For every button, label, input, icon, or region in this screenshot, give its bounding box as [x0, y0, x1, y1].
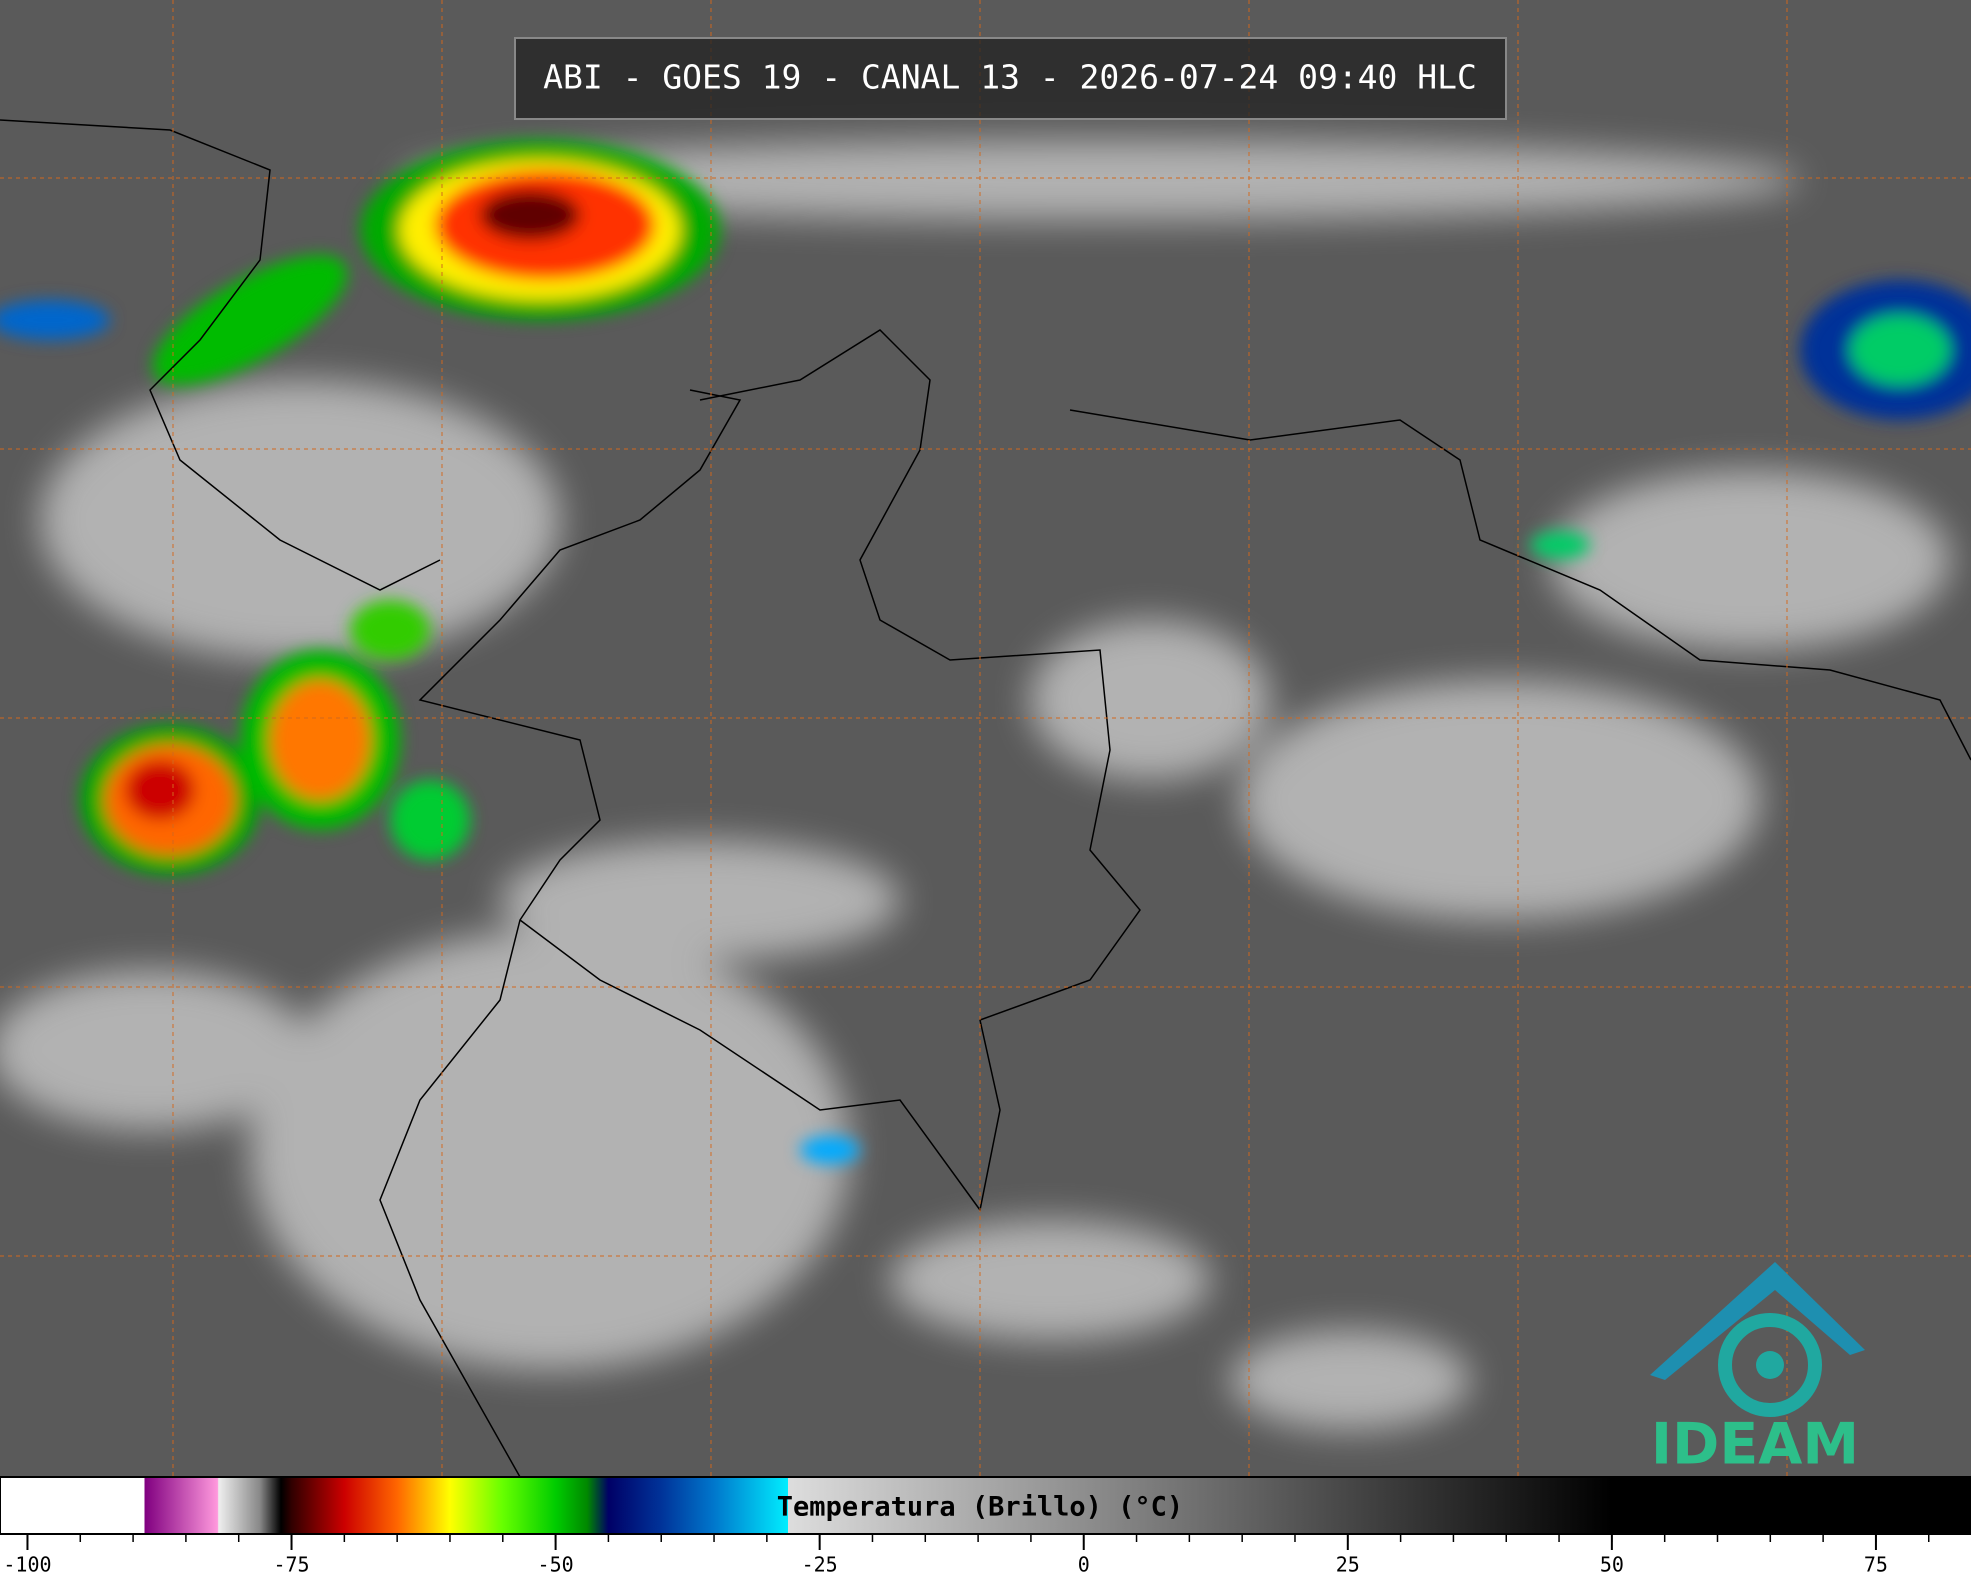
coastline — [379, 389, 742, 1478]
venezuela-coast — [1069, 409, 1971, 761]
title-box: ABI - GOES 19 - CANAL 13 - 2026-07-24 09… — [514, 37, 1507, 120]
title-background — [514, 37, 1507, 120]
tick-label: -100 — [3, 1553, 51, 1577]
tick-label: -75 — [273, 1553, 309, 1577]
colombia-border — [519, 329, 1141, 1212]
colorbar: Temperatura (Brillo) (°C) -100 -75 -50 -25 0… — [0, 1476, 1971, 1577]
graticule — [0, 0, 1971, 1477]
logo-text: IDEAM — [1651, 1412, 1859, 1478]
tick-label: 50 — [1600, 1553, 1624, 1577]
logo: IDEAM — [1650, 1262, 1865, 1478]
borders — [0, 119, 1971, 1478]
colorbar-ramp — [0, 1476, 1971, 1535]
colorbar-label: Temperatura (Brillo) (°C) — [777, 1492, 1183, 1523]
storms — [0, 140, 1971, 1164]
tick-label: 0 — [1078, 1553, 1090, 1577]
logo-eye — [1756, 1351, 1784, 1379]
tick-label: 75 — [1864, 1553, 1888, 1577]
logo-roof — [1650, 1262, 1865, 1380]
tick-label: 25 — [1336, 1553, 1360, 1577]
imagery — [0, 0, 1971, 1478]
clouds — [0, 140, 1950, 1430]
title: ABI - GOES 19 - CANAL 13 - 2026-07-24 09… — [543, 58, 1477, 97]
logo-swirl — [1718, 1313, 1822, 1417]
tick-label: -25 — [802, 1553, 838, 1577]
tick-label: -50 — [538, 1553, 574, 1577]
central-america — [0, 119, 441, 591]
